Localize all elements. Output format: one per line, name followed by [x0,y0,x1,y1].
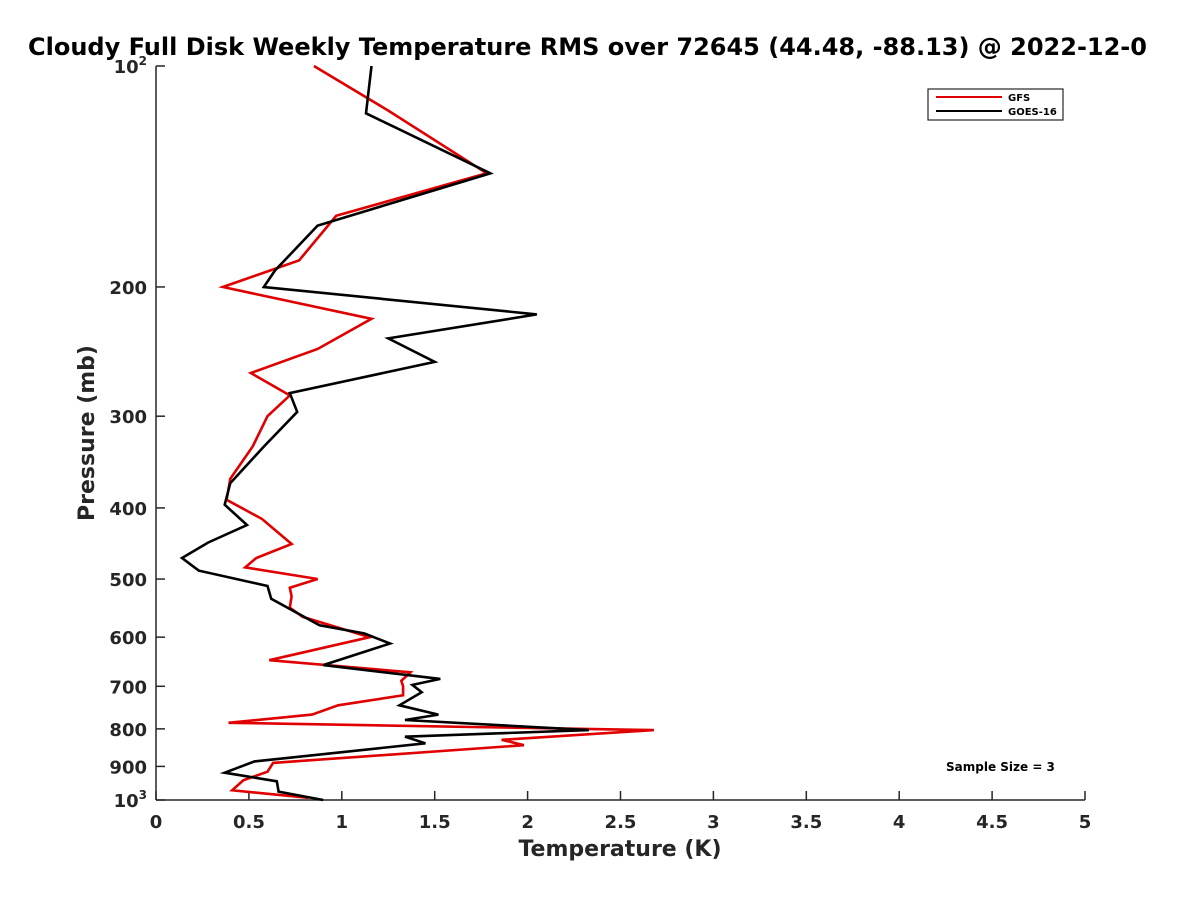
chart-title: Cloudy Full Disk Weekly Temperature RMS … [28,33,1147,61]
sample-size-annotation: Sample Size = 3 [946,760,1055,774]
plot-area: 0 0.5 1 1.5 2 2.5 3 3.5 4 4.5 5 102 200 300 400 500 600… [109,54,1091,833]
legend-box [927,88,1064,121]
legend-label-goes16: GOES-16 [1008,107,1057,118]
y-tick-label: 600 [109,628,147,649]
x-tick-label: 0 [150,812,163,833]
y-axis-ticks: 102 200 300 400 500 600 700 800 900 103 [109,54,165,812]
y-tick-label: 200 [109,278,147,299]
x-tick-label: 3.5 [790,812,822,833]
legend-label-gfs: GFS [1008,93,1030,104]
x-tick-label: 5 [1079,812,1092,833]
x-tick-label: 4 [893,812,906,833]
y-tick-label: 900 [109,757,147,778]
y-tick-label: 500 [109,570,147,591]
x-tick-label: 0.5 [233,812,265,833]
series-lines [179,64,654,802]
y-tick-label: 103 [114,788,147,812]
x-tick-label: 4.5 [976,812,1008,833]
x-tick-label: 1.5 [419,812,451,833]
series-line-gfs [218,64,654,800]
y-tick-label: 400 [109,499,147,520]
legend: GFS GOES-16 [927,88,1064,121]
series-line-goes-16 [179,65,589,802]
y-axis-label: Pressure (mb) [75,345,100,521]
x-tick-label: 1 [336,812,349,833]
y-tick-label: 102 [114,54,147,78]
y-tick-label: 800 [109,720,147,741]
x-tick-label: 2.5 [605,812,637,833]
y-tick-label: 300 [109,407,147,428]
x-tick-label: 2 [521,812,534,833]
x-axis-label: Temperature (K) [518,837,721,862]
x-tick-label: 3 [707,812,720,833]
x-axis-ticks: 0 0.5 1 1.5 2 2.5 3 3.5 4 4.5 5 [150,791,1092,833]
y-tick-label: 700 [109,677,147,698]
